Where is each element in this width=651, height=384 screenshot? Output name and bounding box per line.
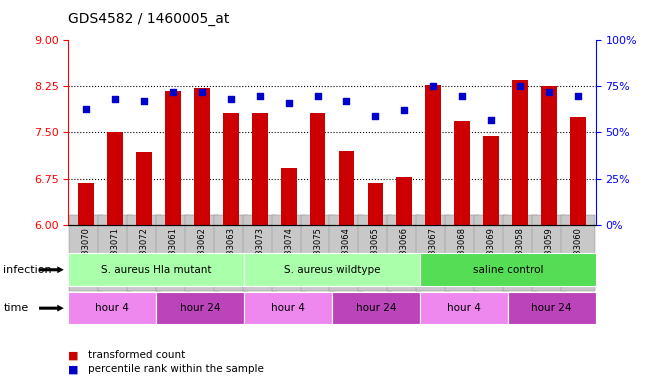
Bar (135, 152, 152, 225)
Point (81, 106, 91, 112)
Point (515, 83, 525, 89)
Text: time: time (3, 303, 29, 313)
Bar (542, 86, 557, 225)
Bar (310, 113, 326, 225)
Text: transformed count: transformed count (88, 350, 185, 360)
Point (457, 93, 467, 99)
Point (428, 83, 439, 89)
Bar (165, 91, 180, 225)
Point (573, 93, 583, 99)
Bar (454, 121, 471, 225)
Text: ■: ■ (68, 364, 79, 374)
Bar (368, 184, 383, 225)
Text: hour 24: hour 24 (355, 303, 396, 313)
Bar (396, 177, 413, 225)
Text: infection: infection (3, 265, 52, 275)
Text: hour 4: hour 4 (95, 303, 130, 313)
Point (255, 93, 265, 99)
Point (399, 107, 409, 113)
Point (197, 89, 207, 95)
Text: hour 4: hour 4 (447, 303, 481, 313)
Bar (107, 132, 122, 225)
Point (109, 96, 120, 103)
Bar (484, 136, 499, 225)
Point (167, 89, 178, 95)
Bar (426, 84, 441, 225)
Point (370, 113, 381, 119)
Bar (512, 80, 529, 225)
Bar (570, 117, 587, 225)
Point (312, 93, 323, 99)
Bar (223, 113, 238, 225)
Text: S. aureus Hla mutant: S. aureus Hla mutant (101, 265, 212, 275)
Bar (251, 113, 268, 225)
Point (341, 98, 352, 104)
Text: hour 4: hour 4 (271, 303, 305, 313)
Point (544, 89, 555, 95)
Bar (339, 151, 354, 225)
Text: saline control: saline control (473, 265, 543, 275)
Text: ■: ■ (68, 350, 79, 360)
Text: GDS4582 / 1460005_at: GDS4582 / 1460005_at (68, 12, 230, 25)
Bar (77, 183, 94, 225)
Text: hour 24: hour 24 (180, 303, 221, 313)
Point (225, 96, 236, 103)
Point (139, 98, 149, 104)
Bar (281, 167, 296, 225)
Bar (193, 88, 210, 225)
Point (283, 100, 294, 106)
Text: hour 24: hour 24 (531, 303, 572, 313)
Text: percentile rank within the sample: percentile rank within the sample (88, 364, 264, 374)
Point (486, 116, 497, 122)
Text: S. aureus wildtype: S. aureus wildtype (284, 265, 380, 275)
